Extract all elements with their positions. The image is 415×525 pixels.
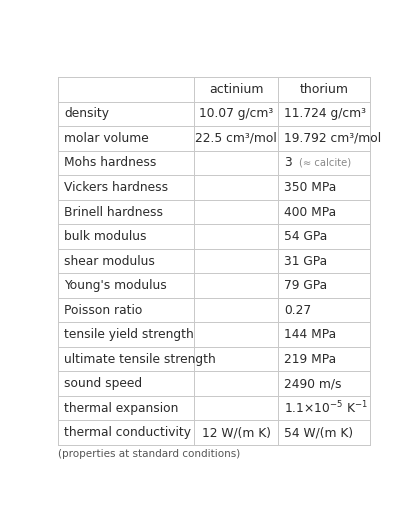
Text: 31 GPa: 31 GPa — [284, 255, 327, 268]
Text: Young's modulus: Young's modulus — [64, 279, 167, 292]
Text: molar volume: molar volume — [64, 132, 149, 145]
Text: thermal conductivity: thermal conductivity — [64, 426, 191, 439]
Text: 400 MPa: 400 MPa — [284, 205, 336, 218]
Text: 22.5 cm³/mol: 22.5 cm³/mol — [195, 132, 277, 145]
Text: 79 GPa: 79 GPa — [284, 279, 327, 292]
Text: bulk modulus: bulk modulus — [64, 230, 146, 243]
Text: Brinell hardness: Brinell hardness — [64, 205, 163, 218]
Text: tensile yield strength: tensile yield strength — [64, 328, 194, 341]
Text: (properties at standard conditions): (properties at standard conditions) — [58, 449, 241, 459]
Text: actinium: actinium — [209, 83, 264, 96]
Text: $1.1{\times}10^{-5}\ \mathrm{K}^{-1}$: $1.1{\times}10^{-5}\ \mathrm{K}^{-1}$ — [284, 400, 369, 416]
Text: 0.27: 0.27 — [284, 303, 311, 317]
Text: ultimate tensile strength: ultimate tensile strength — [64, 353, 216, 366]
Text: density: density — [64, 108, 109, 120]
Text: 54 GPa: 54 GPa — [284, 230, 327, 243]
Text: thorium: thorium — [300, 83, 349, 96]
Text: 219 MPa: 219 MPa — [284, 353, 336, 366]
Text: 144 MPa: 144 MPa — [284, 328, 336, 341]
Text: thermal expansion: thermal expansion — [64, 402, 178, 415]
Text: sound speed: sound speed — [64, 377, 142, 390]
Text: shear modulus: shear modulus — [64, 255, 155, 268]
Text: Vickers hardness: Vickers hardness — [64, 181, 168, 194]
Text: 350 MPa: 350 MPa — [284, 181, 336, 194]
Text: Poisson ratio: Poisson ratio — [64, 303, 142, 317]
Text: 10.07 g/cm³: 10.07 g/cm³ — [199, 108, 273, 120]
Text: Mohs hardness: Mohs hardness — [64, 156, 156, 170]
Text: 11.724 g/cm³: 11.724 g/cm³ — [284, 108, 366, 120]
Text: (≈ calcite): (≈ calcite) — [300, 158, 352, 168]
Text: 19.792 cm³/mol: 19.792 cm³/mol — [284, 132, 381, 145]
Text: 3: 3 — [284, 156, 292, 170]
Text: 54 W/(m K): 54 W/(m K) — [284, 426, 353, 439]
Text: 2490 m/s: 2490 m/s — [284, 377, 342, 390]
Text: 12 W/(m K): 12 W/(m K) — [202, 426, 271, 439]
